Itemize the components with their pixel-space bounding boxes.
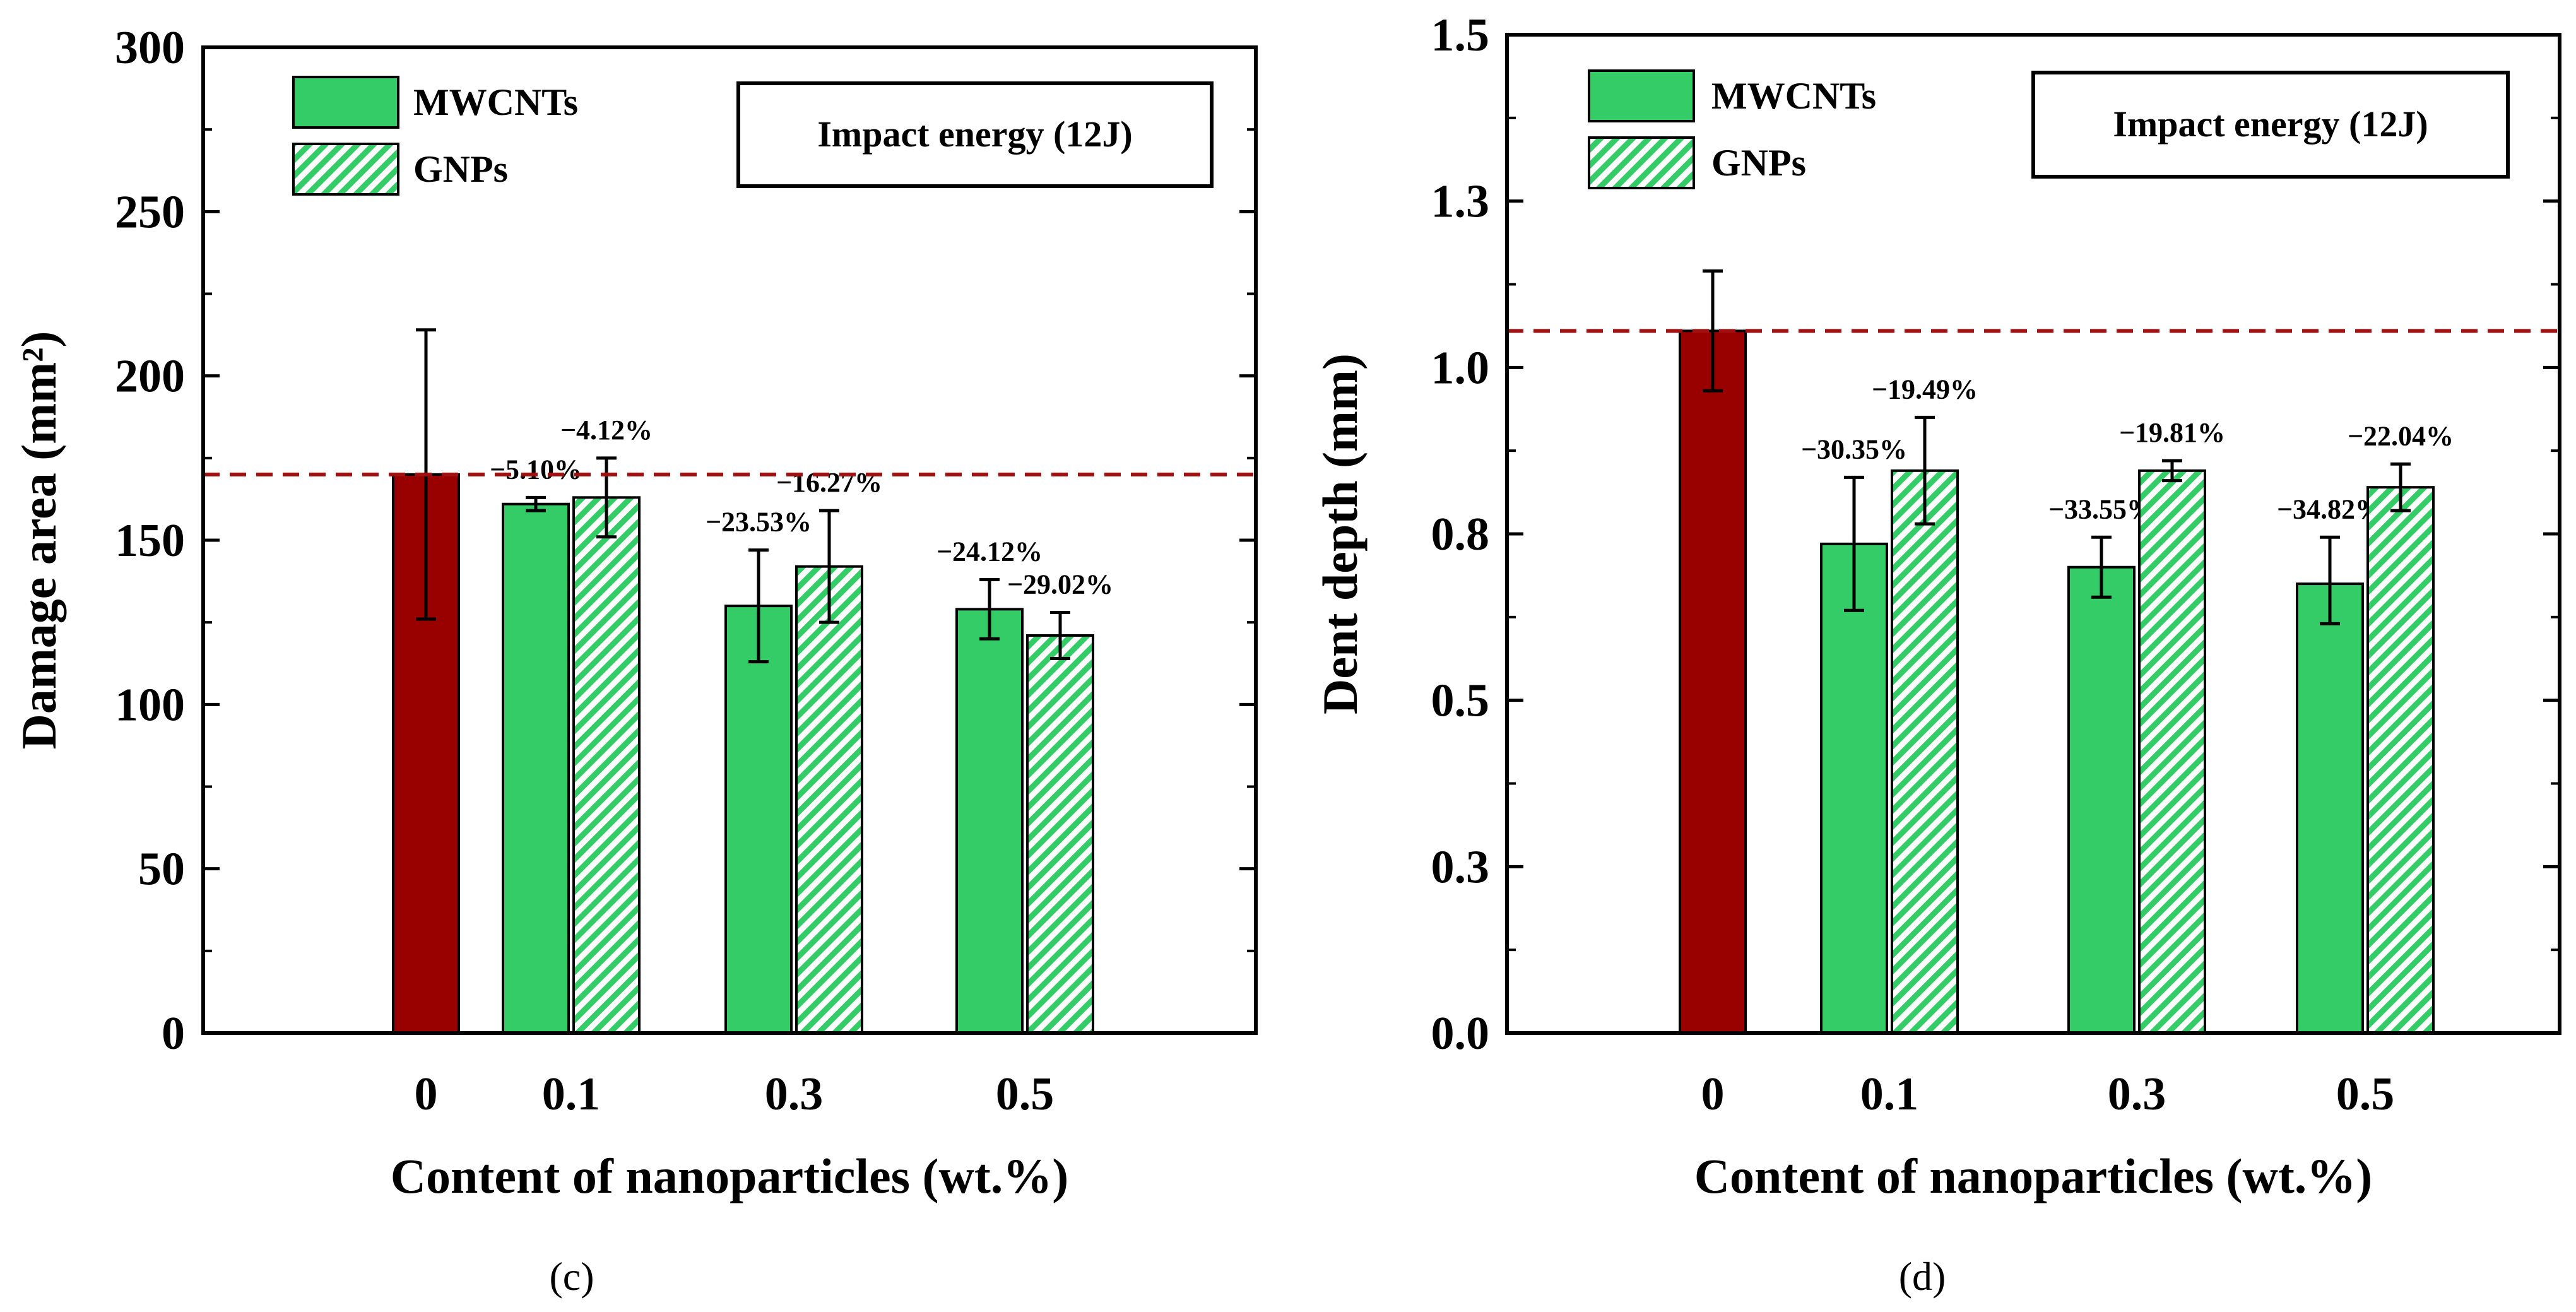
x-tick-label: 0.1 <box>1860 1068 1919 1120</box>
x-tick-label: 0 <box>415 1068 438 1120</box>
y-axis-title: Dent depth (mm) <box>1313 353 1368 714</box>
y-tick-label: 50 <box>138 844 185 895</box>
bar-gnps <box>1026 634 1094 1034</box>
data-label-gnps: −29.02% <box>1007 569 1113 600</box>
legend-label-gnps: GNPs <box>1711 142 1806 184</box>
data-label-mwcnts: −34.82% <box>2277 493 2383 524</box>
annotation-text: Impact energy (12J) <box>2113 103 2428 145</box>
y-tick-label: 1.5 <box>1431 9 1490 61</box>
data-label-mwcnts: −24.12% <box>936 536 1043 567</box>
bar-gnps <box>1891 469 1959 1034</box>
plot-frame <box>201 45 1258 1035</box>
plot-frame <box>1505 33 2561 1035</box>
x-tick-label: 0.5 <box>996 1068 1055 1120</box>
y-tick-label: 1.0 <box>1431 342 1490 394</box>
y-tick-label: 200 <box>115 351 185 403</box>
x-tick-label: 0.5 <box>2336 1068 2395 1120</box>
bar-mwcnts <box>2067 565 2136 1034</box>
data-label-gnps: −19.49% <box>1872 374 1978 405</box>
data-label-mwcnts: −23.53% <box>706 507 812 538</box>
annotation-box <box>736 81 1214 188</box>
legend-swatch-mwcnts <box>1588 69 1695 122</box>
chart-panel-c: 0 50 100 150 200 250 300 0 0.1 0.3 0.5 −5.10% −23.53… <box>11 22 1258 1299</box>
y-tick-label: 0 <box>162 1008 185 1060</box>
data-label-gnps: −4.12% <box>560 415 653 446</box>
y-tick-label: 150 <box>115 515 185 567</box>
x-axis-title: Content of nanoparticles (wt.%) <box>1694 1149 2373 1203</box>
legend-label-mwcnts: MWCNTs <box>413 81 578 123</box>
bar-mwcnts <box>2296 582 2364 1034</box>
x-tick-label: 0 <box>1701 1068 1725 1120</box>
x-tick-label: 0.1 <box>542 1068 601 1120</box>
y-tick-label: 0.0 <box>1431 1008 1490 1060</box>
bar-mwcnts <box>502 502 570 1034</box>
legend-swatch-mwcnts <box>292 76 399 129</box>
data-label-gnps: −22.04% <box>2348 420 2454 451</box>
x-tick-label: 0.3 <box>2108 1068 2166 1120</box>
annotation-box <box>2031 71 2510 179</box>
bar-control <box>1679 329 1747 1034</box>
x-axis-title: Content of nanoparticles (wt.%) <box>391 1149 1069 1203</box>
bar-gnps <box>795 565 863 1034</box>
y-tick-label: 0.3 <box>1431 841 1490 893</box>
panel-label: (d) <box>1899 1254 1946 1299</box>
annotation-text: Impact energy (12J) <box>817 114 1132 155</box>
bar-mwcnts <box>955 608 1024 1034</box>
legend: MWCNTs GNPs <box>1588 69 1876 189</box>
bar-mwcnts <box>724 605 793 1034</box>
bar-gnps <box>572 496 641 1034</box>
panel-label: (c) <box>549 1254 594 1299</box>
y-axis-title: Damage area (mm²) <box>11 331 66 749</box>
y-tick-label: 0.5 <box>1431 675 1490 727</box>
y-tick-label: 0.8 <box>1431 509 1490 560</box>
legend-swatch-gnps <box>1588 136 1695 189</box>
bar-gnps <box>2366 486 2435 1034</box>
y-tick-label: 100 <box>115 679 185 731</box>
y-tick-label: 1.3 <box>1431 176 1490 228</box>
chart-panel-d: 0.0 0.3 0.5 0.8 1.0 1.3 1.5 0 0.1 0.3 0.5 −30.35% −3… <box>1313 9 2561 1299</box>
legend-swatch-gnps <box>292 143 399 196</box>
legend: MWCNTs GNPs <box>292 76 578 196</box>
data-label-mwcnts: −33.55% <box>2048 493 2154 524</box>
y-tick-label: 300 <box>115 22 185 74</box>
data-label-gnps: −16.27% <box>776 467 882 498</box>
data-label-mwcnts: −30.35% <box>1801 434 1907 464</box>
legend-label-gnps: GNPs <box>413 148 508 190</box>
bar-mwcnts <box>1820 542 1888 1034</box>
data-label-gnps: −19.81% <box>2119 417 2225 448</box>
y-tick-label: 250 <box>115 186 185 238</box>
legend-label-mwcnts: MWCNTs <box>1711 75 1876 117</box>
bar-gnps <box>2138 469 2206 1034</box>
x-tick-label: 0.3 <box>765 1068 824 1120</box>
data-label-mwcnts: −5.10% <box>490 454 582 485</box>
